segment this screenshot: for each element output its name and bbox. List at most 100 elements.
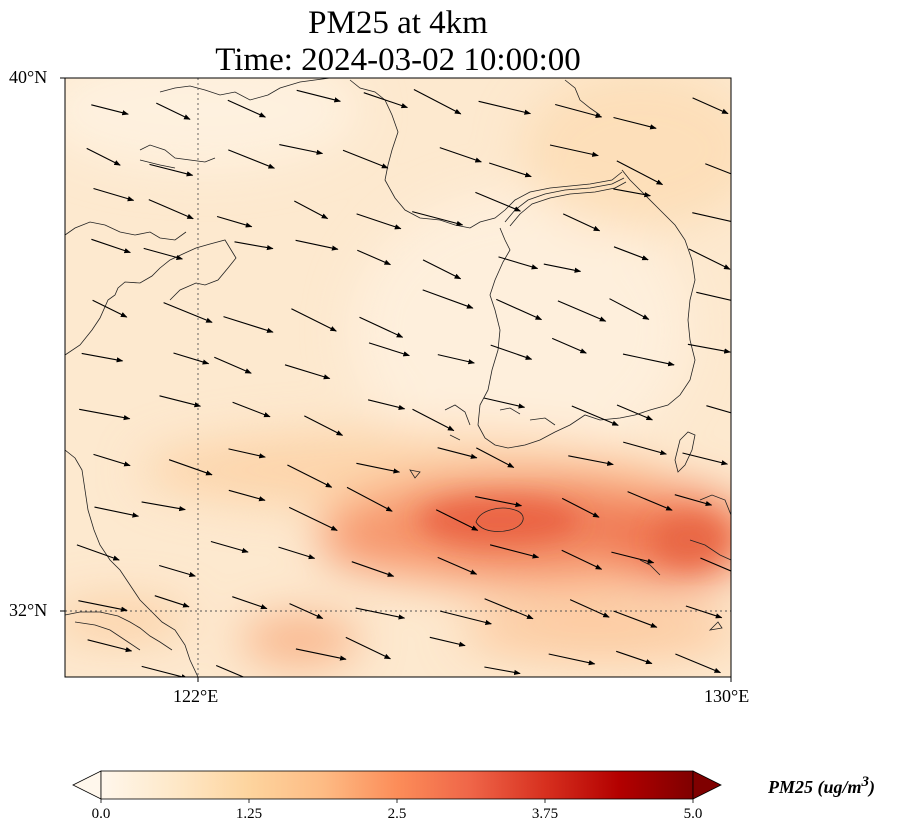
colorbar-tick: 1.25 [235,806,263,822]
wind-arrow [296,89,341,103]
wind-arrow [616,160,664,186]
wind-arrow [141,501,186,512]
colorbar-label: PM25 (ug/m3) [768,774,875,798]
wind-arrow [367,399,406,410]
wind-arrow [475,496,523,508]
wind-arrow [613,188,651,198]
wind-arrow [234,241,274,251]
wind-arrow [284,364,331,380]
wind-arrow [557,300,607,322]
lat-label-32n: 32°N [9,600,48,620]
wind-arrow [288,506,338,531]
wind-arrow [93,187,135,202]
wind-arrow [173,352,210,365]
wind-arrow [705,163,731,175]
wind-arrow [355,607,406,620]
wind-arrow [476,447,515,468]
wind-arrow [228,489,266,502]
wind-arrow [616,404,654,421]
wind-arrow [141,665,189,677]
wind-arrow [688,248,731,270]
chart-subtitle-time: Time: 2024-03-02 10:00:00 [215,42,581,78]
wind-arrow [363,92,409,109]
wind-arrow [484,598,534,620]
wind-arrow [623,441,667,456]
colorbar-tick: 2.5 [387,806,407,822]
wind-arrow [475,191,522,212]
colorbar-tick: 5.0 [683,806,703,822]
wind-arrow [93,453,131,467]
colorbar-label-text: PM25 (ug/m [768,777,862,797]
gridlines [65,78,731,677]
wind-arrow [87,639,133,653]
wind-arrow [346,486,393,512]
wind-arrow [622,353,675,367]
wind-arrow [439,147,482,163]
wind-arrow [687,343,731,354]
wind-arrow [490,344,533,360]
wind-arrow [484,666,521,676]
wind-arrow [692,212,731,222]
wind-arrow [611,551,655,564]
wind-arrow [210,540,249,554]
wind-arrow [86,147,121,166]
wind-arrow [168,459,213,476]
wind-arrow [356,213,402,230]
wind-arrow [278,546,316,560]
wind-arrow [78,600,128,612]
wind-arrow [159,395,202,408]
wind-arrow [429,636,466,647]
wind-arrow [81,352,124,363]
wind-arrow [92,299,128,318]
wind-arrow [368,342,410,357]
colorbar-label-end: ) [869,777,876,797]
colorbar [72,770,722,803]
lon-label-122e: 122°E [173,686,219,706]
wind-arrow [291,308,337,332]
wind-arrow [440,610,492,626]
wind-arrow [562,213,601,232]
colorbar-extend-min [72,770,102,800]
wind-arrow [555,103,603,119]
wind-arrow [91,238,131,254]
wind-arrow [483,397,526,409]
wind-arrow [692,97,729,115]
map-panel [65,78,731,677]
wind-arrow [412,211,464,226]
wind-arrow [228,448,266,459]
wind-arrow [569,599,610,618]
wind-arrow [342,149,389,169]
wind-arrow [149,163,194,177]
wind-arrow [489,162,532,178]
wind-arrow [674,494,713,507]
wind-arrow [422,289,474,309]
wind-arrow [216,215,253,228]
wind-arrow [295,239,339,251]
wind-arrow [356,462,401,474]
wind-arrow [154,595,190,608]
wind-arrow [279,144,324,155]
wind-arrow [94,506,140,518]
wind-arrow [223,316,274,333]
colorbar-label-sup: 3 [861,774,870,790]
wind-arrow [613,116,657,130]
colorbar-tick: 0.0 [91,806,111,822]
wind-arrow [287,464,333,488]
wind-arrow [561,549,603,570]
wind-arrow [561,497,600,518]
wind-arrow [551,337,587,354]
wind-arrow [616,650,653,665]
wind-arrow [228,149,276,169]
wind-arrow [232,596,268,610]
wind-arrow [76,544,120,561]
wind-arrow [215,664,254,677]
wind-arrow [627,491,673,511]
wind-arrow [422,259,462,280]
wind-arrow [304,415,344,436]
wind-arrow [437,556,478,575]
wind-arrow [496,298,543,321]
lat-label-40n: 40°N [9,67,48,87]
wind-arrow [412,408,455,432]
wind-arrow [359,316,404,338]
